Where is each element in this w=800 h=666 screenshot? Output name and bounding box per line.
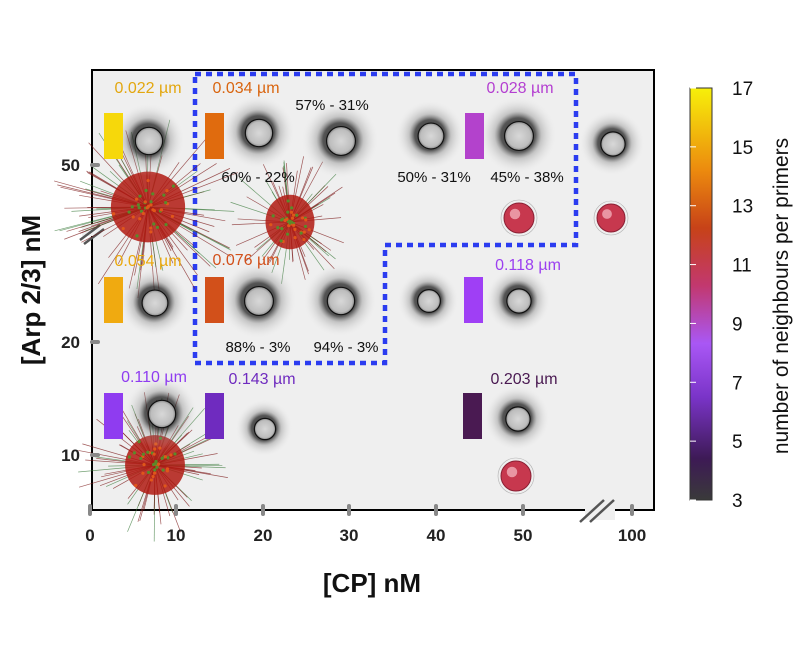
color-swatch xyxy=(104,393,123,439)
colorbar-label: number of neighbours per primers xyxy=(770,138,793,454)
x-tick-label: 20 xyxy=(254,526,273,545)
size-label: 0.203 µm xyxy=(490,371,557,388)
size-label: 0.076 µm xyxy=(212,252,279,269)
y-tick-label: 10 xyxy=(61,446,80,465)
y-tick-label: 50 xyxy=(61,156,80,175)
percentage-label: 88% - 3% xyxy=(225,339,290,356)
size-label: 0.118 µm xyxy=(495,257,561,274)
color-swatch xyxy=(104,277,123,323)
colorbar-tick-label: 3 xyxy=(732,491,743,512)
x-tick-label: 40 xyxy=(427,526,446,545)
colorbar-tick-label: 5 xyxy=(732,432,743,453)
halo-image xyxy=(304,264,376,336)
size-label: 0.110 µm xyxy=(121,369,187,386)
x-axis-label: [CP] nM xyxy=(323,568,421,598)
color-swatch xyxy=(465,113,484,159)
halo-image xyxy=(120,268,188,336)
halo-image xyxy=(396,101,464,169)
x-tick-label: 0 xyxy=(85,526,94,545)
halo-image xyxy=(222,96,294,168)
halo-image xyxy=(236,400,292,456)
percentage-label: 50% - 31% xyxy=(397,169,470,186)
halo-image xyxy=(485,386,549,450)
halo-image xyxy=(220,262,296,338)
sphere-image xyxy=(501,200,537,236)
color-swatch xyxy=(104,113,123,159)
sphere-image xyxy=(498,458,534,494)
colorbar-tick-label: 11 xyxy=(732,256,752,277)
color-swatch xyxy=(463,393,482,439)
x-tick-label: 10 xyxy=(167,526,186,545)
halo-image xyxy=(580,111,644,175)
x-tick-label: 30 xyxy=(340,526,359,545)
colorbar-tick-label: 9 xyxy=(732,314,743,335)
color-swatch xyxy=(464,277,483,323)
y-axis-label: [Arp 2/3] nM xyxy=(16,215,46,365)
color-swatch xyxy=(205,277,224,323)
percentage-label: 57% - 31% xyxy=(295,97,368,114)
x-ticks: 0 10 20 30 40 50 100 xyxy=(85,506,646,545)
halo-image xyxy=(480,97,556,173)
halo-image xyxy=(486,268,550,332)
sphere-image xyxy=(594,201,628,235)
colorbar-tick-label: 7 xyxy=(732,373,743,394)
size-label: 0.022 µm xyxy=(114,80,181,97)
x-axis-break xyxy=(580,500,615,522)
y-tick-label: 20 xyxy=(61,333,80,352)
halo-image xyxy=(125,377,197,449)
size-label: 0.028 µm xyxy=(486,80,553,97)
x-tick-label: 50 xyxy=(514,526,533,545)
color-swatch xyxy=(205,393,224,439)
size-label: 0.143 µm xyxy=(228,371,295,388)
colorbar xyxy=(690,88,712,500)
percentage-label: 60% - 22% xyxy=(221,169,294,186)
percentage-label: 45% - 38% xyxy=(490,169,563,186)
size-label: 0.034 µm xyxy=(212,80,279,97)
color-swatch xyxy=(205,113,224,159)
percentage-label: 94% - 3% xyxy=(313,339,378,356)
size-label: 0.054 µm xyxy=(114,253,181,270)
colorbar-tick-label: 17 xyxy=(732,79,753,100)
x-tick-label: 100 xyxy=(618,526,646,545)
colorbar-tick-label: 15 xyxy=(732,138,753,159)
halo-image xyxy=(398,270,458,330)
colorbar-tick-label: 13 xyxy=(732,197,753,218)
